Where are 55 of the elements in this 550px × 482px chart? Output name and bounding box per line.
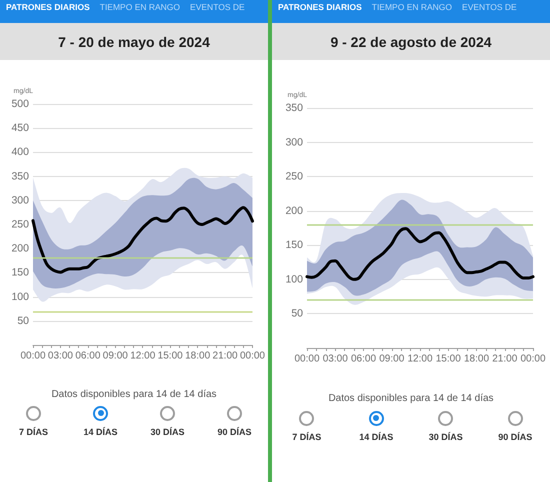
y-tick-label: 350: [285, 102, 304, 114]
y-tick-label: 150: [11, 266, 30, 279]
y-tick-label: 200: [285, 204, 304, 217]
chart-title: 7 - 20 de mayo de 2024: [58, 34, 210, 50]
y-tick-label: 450: [11, 122, 30, 134]
y-tick-label: 100: [285, 273, 304, 286]
x-tick-label: 18:00: [185, 350, 211, 362]
y-tick-label: 150: [285, 239, 304, 252]
x-tick-label: 03:00: [322, 354, 348, 364]
text: Datos disponibles para 14 de 14 días: [327, 392, 495, 406]
x-tick-label: 00:00: [294, 354, 320, 364]
text: 90 DÍAS: [216, 426, 252, 438]
y-tick-label: 100: [11, 290, 30, 303]
y-tick-label: 200: [11, 242, 30, 255]
x-tick-label: 00:00: [520, 354, 546, 364]
line-series: [306, 227, 534, 281]
x-tick-label: 12:00: [130, 350, 156, 362]
text: TIEMPO EN RANGO: [100, 1, 180, 13]
y-tick-label: 250: [11, 218, 30, 230]
y-tick-label: 400: [11, 146, 30, 158]
text: TIEMPO EN RANGO: [372, 1, 452, 13]
text: PATRONES DIARIOS: [6, 1, 90, 13]
text: 7 DÍAS: [18, 426, 49, 438]
y-tick-label: 350: [11, 170, 30, 182]
text: EVENTOS DE: [462, 1, 517, 13]
x-tick-label: 06:00: [350, 354, 376, 364]
y-tick-label: 300: [285, 136, 304, 148]
x-tick-label: 15:00: [436, 354, 462, 364]
line-series: [32, 206, 254, 274]
chart-title: 9 - 22 de agosto de 2024: [330, 34, 492, 50]
x-tick-label: 21:00: [212, 350, 238, 362]
x-tick-label: 00:00: [20, 350, 46, 362]
y-tick-label: 500: [11, 98, 30, 110]
text: 30 DÍAS: [428, 431, 464, 443]
text: 14 DÍAS: [82, 426, 118, 438]
y-tick-label: 50: [17, 314, 30, 327]
x-tick-label: 18:00: [464, 354, 490, 364]
x-tick-label: 09:00: [379, 354, 405, 364]
text: 90 DÍAS: [497, 431, 534, 443]
text: EVENTOS DE: [190, 1, 245, 13]
x-tick-label: 15:00: [158, 350, 184, 362]
text: Datos disponibles para 14 de 14 días: [50, 388, 218, 402]
x-tick-label: 00:00: [240, 350, 266, 362]
x-tick-label: 12:00: [407, 354, 433, 364]
y-tick-label: 50: [291, 308, 304, 320]
x-tick-label: 03:00: [48, 350, 74, 362]
y-tick-label: 300: [11, 194, 30, 206]
text: 30 DÍAS: [149, 426, 186, 438]
x-tick-label: 09:00: [102, 350, 128, 362]
text: 14 DÍAS: [358, 431, 394, 443]
x-tick-label: 21:00: [492, 354, 518, 364]
text: 7 DÍAS: [291, 431, 322, 443]
text: PATRONES DIARIOS: [278, 1, 362, 13]
y-tick-label: 250: [285, 170, 304, 183]
x-tick-label: 06:00: [75, 350, 101, 362]
